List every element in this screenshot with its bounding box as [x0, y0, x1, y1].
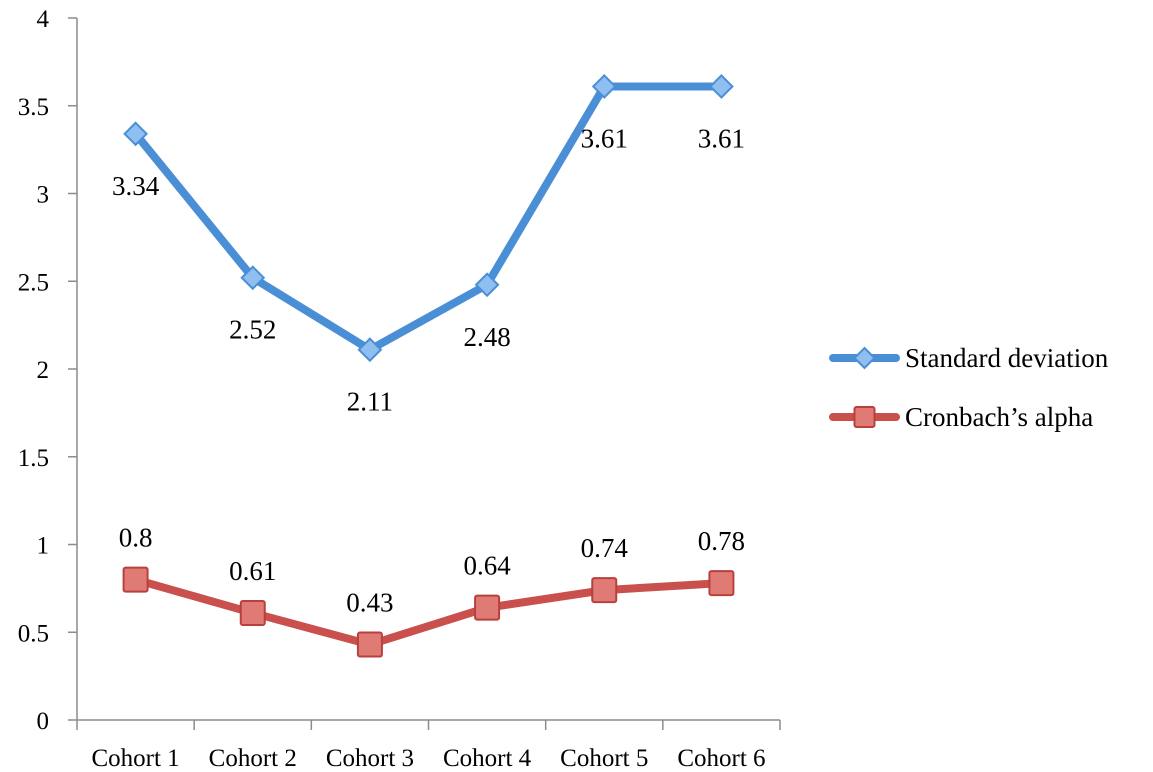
- y-tick-label: 1: [37, 533, 50, 560]
- x-tick-label: Cohort 2: [209, 745, 297, 772]
- data-point-shape: [591, 74, 617, 99]
- legend: Standard deviation Cronbach’s alpha: [829, 343, 1109, 432]
- series-1: 3.34 2.52 2.11 2.48 3.61 3.61: [112, 74, 745, 417]
- data-label: 2.52: [229, 315, 276, 345]
- data-point-shape: [356, 631, 383, 658]
- legend-marker: [853, 406, 876, 428]
- y-tick-label: 0: [37, 708, 50, 735]
- data-label: 3.34: [112, 171, 160, 201]
- x-tick-label: Cohort 1: [91, 745, 179, 772]
- y-tick-label: 0.5: [18, 620, 49, 647]
- data-label: 0.78: [698, 526, 745, 556]
- data-label: 3.61: [698, 123, 745, 153]
- data-point-shape: [474, 594, 501, 621]
- y-tick-label: 1.5: [18, 445, 49, 472]
- data-point-shape: [122, 566, 149, 593]
- y-axis: 0 0.5 1 1.5 2 2.5 3 3.5 4: [18, 6, 78, 735]
- data-point-shape: [123, 121, 148, 147]
- legend-item-2: Cronbach’s alpha: [829, 402, 1093, 432]
- data-point: [239, 599, 266, 626]
- data-point: [122, 566, 149, 593]
- legend-label: Standard deviation: [905, 343, 1109, 373]
- data-point-shape: [357, 337, 383, 363]
- legend-marker-shape: [853, 346, 876, 370]
- legend-label: Cronbach’s alpha: [905, 402, 1093, 432]
- data-point: [357, 337, 383, 363]
- legend-item-1: Standard deviation: [829, 343, 1109, 373]
- x-tick-label: Cohort 6: [677, 745, 765, 772]
- x-tick-label: Cohort 5: [560, 745, 648, 772]
- y-tick-label: 2: [37, 357, 50, 384]
- data-label: 0.61: [229, 556, 276, 586]
- data-point-shape: [709, 74, 734, 99]
- data-label: 2.11: [347, 387, 393, 417]
- data-point: [591, 74, 617, 99]
- series-2: 0.8 0.61 0.43 0.64 0.74 0.78: [119, 523, 745, 658]
- y-tick-label: 2.5: [18, 269, 49, 296]
- data-point: [356, 631, 383, 658]
- x-tick-label: Cohort 3: [326, 745, 414, 772]
- data-label: 0.74: [581, 533, 629, 563]
- y-tick-label: 4: [37, 6, 50, 33]
- data-point: [474, 594, 501, 621]
- data-point-shape: [474, 272, 500, 298]
- x-tick-label: Cohort 4: [443, 745, 532, 772]
- x-axis: Cohort 1 Cohort 2 Cohort 3 Cohort 4 Cohort 5…: [76, 719, 781, 772]
- series-line: [131, 575, 726, 649]
- series-line: [131, 82, 726, 354]
- data-label: 0.8: [119, 523, 153, 553]
- data-point: [591, 577, 618, 604]
- data-label: 3.61: [581, 123, 628, 153]
- data-point-shape: [591, 577, 618, 604]
- series-layer: 3.342.522.112.483.61 3.610.80.610.430.640…: [112, 74, 745, 658]
- data-label: 0.64: [463, 551, 511, 581]
- data-point-shape: [239, 599, 266, 626]
- data-point: [709, 74, 734, 99]
- y-tick-label: 3.5: [18, 94, 49, 121]
- data-point-shape: [708, 570, 735, 597]
- data-point: [240, 265, 266, 291]
- data-point: [123, 121, 148, 147]
- y-tick-label: 3: [37, 182, 50, 209]
- data-point: [474, 272, 500, 298]
- data-point-shape: [240, 265, 266, 291]
- legend-marker: [853, 346, 876, 370]
- data-point: [708, 570, 735, 597]
- data-label: 2.48: [463, 322, 510, 352]
- data-label: 0.43: [346, 588, 393, 618]
- legend-marker-shape: [853, 406, 876, 428]
